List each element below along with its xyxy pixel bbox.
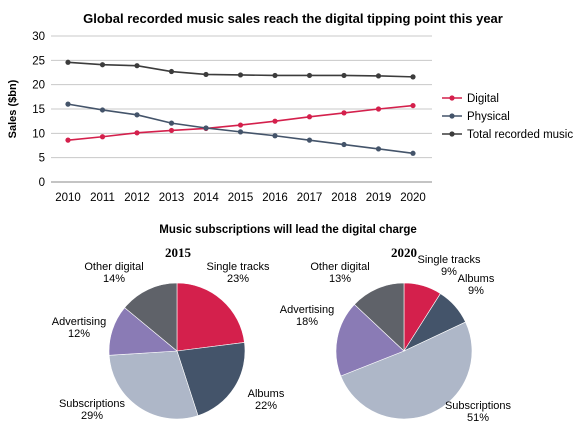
pie-slice-name: Single tracks <box>418 254 481 266</box>
data-point <box>272 133 278 139</box>
pie-slice-albums <box>176 342 246 417</box>
x-tick-label: 2014 <box>193 192 219 204</box>
data-point <box>134 112 140 118</box>
data-point <box>65 59 71 65</box>
x-tick-label: 2016 <box>262 192 288 204</box>
data-point <box>168 127 175 134</box>
pie-slice-percent: 51% <box>467 412 489 424</box>
data-point <box>306 137 313 143</box>
legend-label: Physical <box>467 111 510 123</box>
data-point <box>168 120 175 126</box>
pie-slice-percent: 18% <box>296 316 318 328</box>
data-point <box>272 72 278 79</box>
pie-slice-subscriptions <box>340 321 473 420</box>
x-tick-label: 2020 <box>400 192 426 204</box>
legend-marker <box>449 113 455 119</box>
data-point <box>237 122 244 128</box>
x-tick-label: 2011 <box>90 192 115 204</box>
y-tick-label: 15 <box>32 104 45 116</box>
pie-slice-name: Other digital <box>310 261 369 273</box>
data-point <box>99 134 106 140</box>
data-point <box>134 130 140 136</box>
pie-slice-advertising <box>335 304 405 377</box>
line-chart-y-axis-label: Sales ($bn) <box>7 79 19 138</box>
pie-slice-percent: 13% <box>329 273 351 285</box>
pie-slice-name: Advertising <box>52 316 106 328</box>
x-tick-label: 2017 <box>297 192 323 204</box>
pie-slice-single-tracks <box>176 282 245 352</box>
pie-slice-name: Albums <box>458 273 495 285</box>
pie-slice-subscriptions <box>108 350 199 420</box>
pie-slice-percent: 12% <box>68 328 90 340</box>
x-tick-label: 2018 <box>331 192 357 204</box>
data-point <box>410 150 416 156</box>
data-point <box>306 72 313 79</box>
legend-marker <box>449 95 455 101</box>
pie-slice-name: Single tracks <box>207 261 270 273</box>
legend-label: Total recorded music <box>467 129 573 141</box>
pie-slice-percent: 9% <box>468 285 484 297</box>
pie-slice-percent: 14% <box>103 273 125 285</box>
data-point <box>99 107 106 113</box>
pie-slice-percent: 9% <box>441 266 457 278</box>
pie-slice-name: Subscriptions <box>445 400 512 412</box>
x-tick-label: 2015 <box>228 192 254 204</box>
x-tick-label: 2012 <box>124 192 150 204</box>
pie-slice-percent: 23% <box>227 273 249 285</box>
x-tick-label: 2010 <box>55 192 81 204</box>
data-point <box>134 63 140 69</box>
pie-slice-name: Advertising <box>280 304 334 316</box>
y-tick-label: 30 <box>32 31 45 43</box>
y-tick-label: 20 <box>32 80 45 92</box>
pie-slice-other-digital <box>354 282 405 352</box>
pie-2020: Single tracks9%Albums9%Subscriptions51%A… <box>280 254 512 424</box>
data-point <box>375 73 382 79</box>
data-point <box>65 101 71 107</box>
data-point <box>410 102 416 109</box>
legend-label: Digital <box>467 93 499 105</box>
data-point <box>272 118 278 124</box>
pie-slice-percent: 22% <box>255 400 277 412</box>
pie-section-title: Music subscriptions will lead the digita… <box>159 224 417 236</box>
y-tick-label: 25 <box>32 55 45 67</box>
pie-2015-title: 2015 <box>165 245 192 260</box>
y-tick-label: 0 <box>39 177 45 189</box>
line-chart-series <box>65 59 416 156</box>
data-point <box>375 146 382 152</box>
data-point <box>237 72 244 78</box>
pie-slice-name: Other digital <box>84 261 143 273</box>
data-point <box>306 114 313 120</box>
data-point <box>203 125 209 131</box>
line-chart-legend: Digital Physical Total recorded music <box>442 93 573 141</box>
pie-slice-name: Albums <box>248 388 285 400</box>
data-point <box>410 74 416 80</box>
data-point <box>99 62 106 68</box>
pie-slice-other-digital <box>124 282 178 352</box>
line-chart-y-ticks: 0 5 10 15 20 25 30 <box>32 31 45 189</box>
line-chart-title: Global recorded music sales reach the di… <box>83 11 503 26</box>
data-point <box>65 137 71 143</box>
data-point <box>341 110 347 116</box>
legend-marker <box>449 131 455 137</box>
data-point <box>168 68 175 75</box>
data-point <box>341 72 347 79</box>
data-point <box>237 129 244 135</box>
data-point <box>375 106 382 112</box>
y-tick-label: 10 <box>32 128 45 140</box>
pie-slice-name: Subscriptions <box>59 398 126 410</box>
y-tick-label: 5 <box>39 153 45 165</box>
pie-2020-title: 2020 <box>391 245 417 260</box>
x-tick-label: 2013 <box>159 192 185 204</box>
data-point <box>341 141 347 148</box>
line-chart-x-ticks: 2010 2011 2012 2013 2014 2015 2016 2017 2018 2019… <box>55 192 426 204</box>
pie-slice-percent: 29% <box>81 410 103 422</box>
data-point <box>203 71 209 78</box>
x-tick-label: 2019 <box>366 192 392 204</box>
